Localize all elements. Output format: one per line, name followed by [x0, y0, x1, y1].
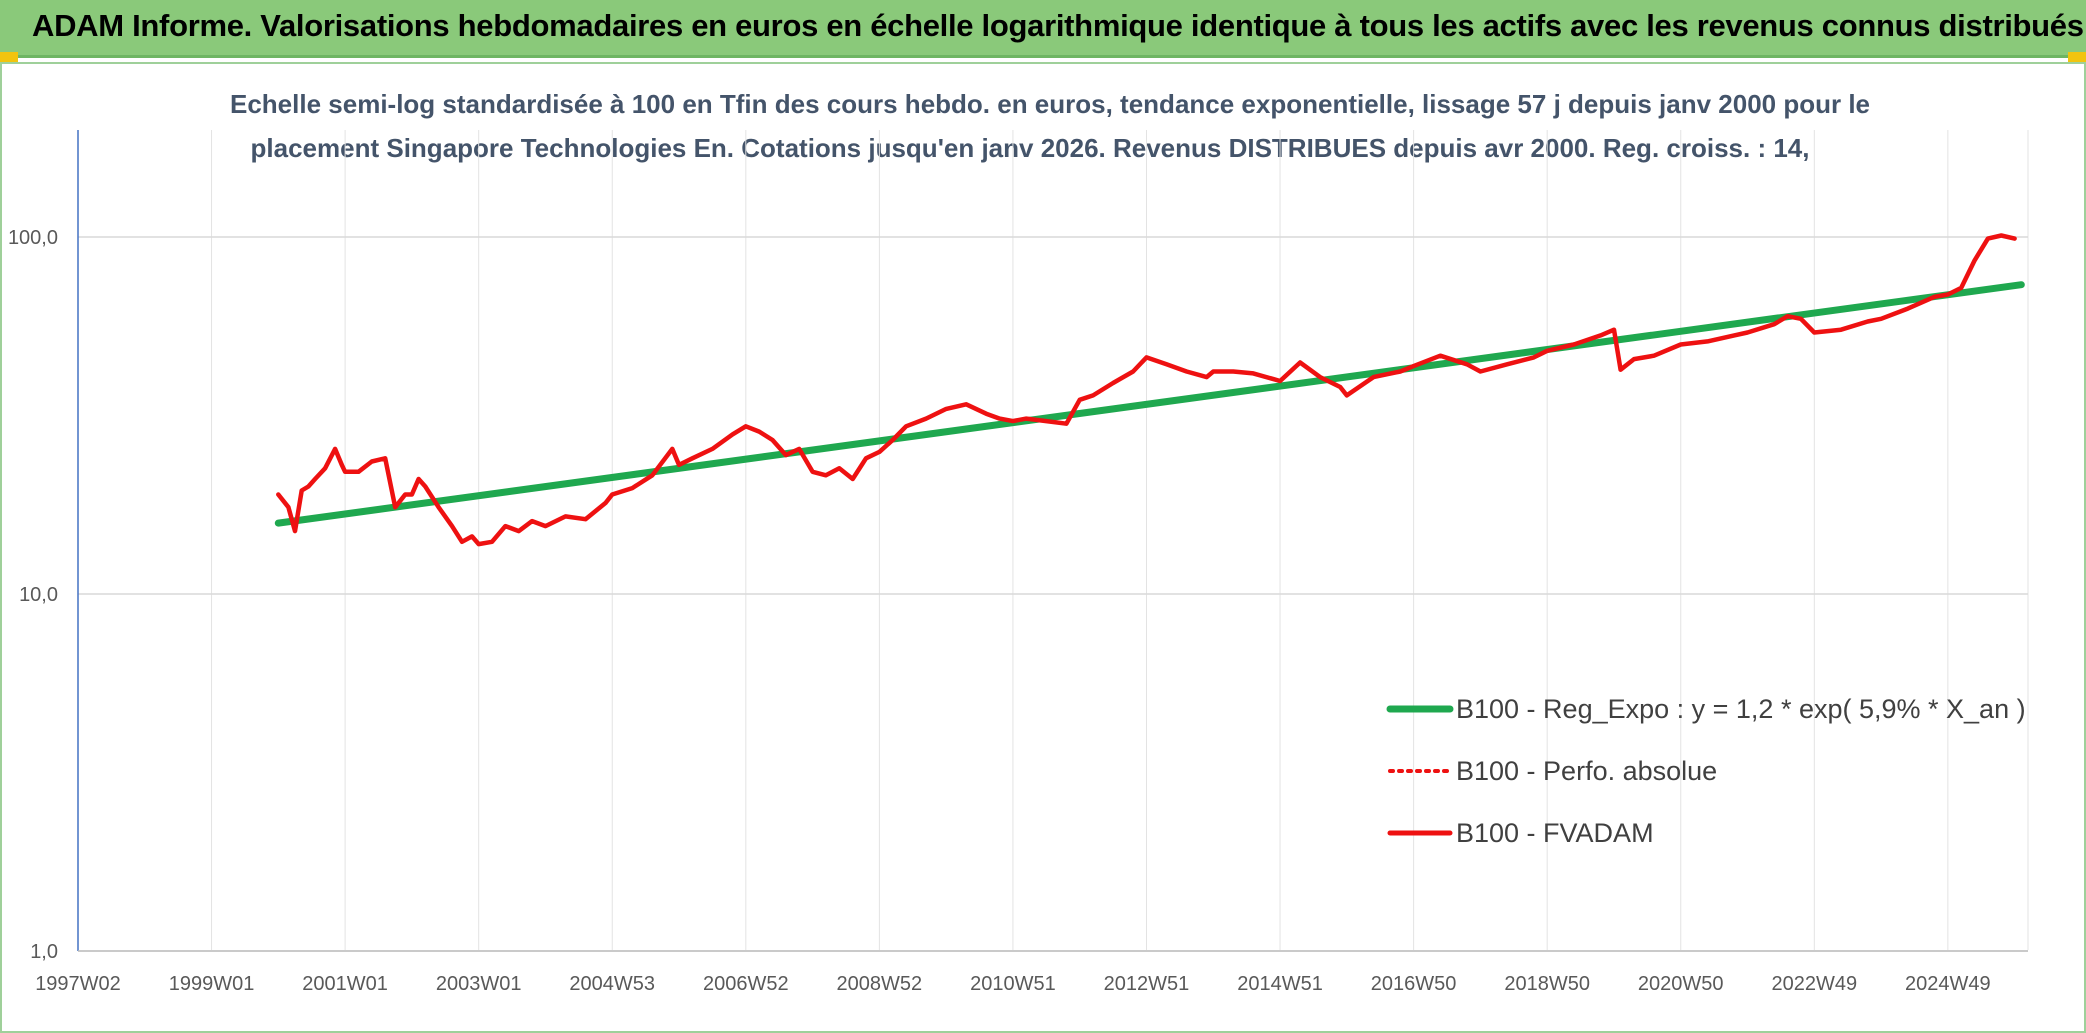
x-tick-label-4: 2004W53: [569, 973, 655, 995]
x-tick-label-3: 2003W01: [436, 973, 522, 995]
corner-marker-left: [0, 52, 18, 64]
x-tick-label-14: 2024W49: [1905, 973, 1991, 995]
y-tick-label-2: 100,0: [8, 227, 58, 249]
x-tick-label-1: 1999W01: [169, 973, 255, 995]
x-tick-label-10: 2016W50: [1371, 973, 1457, 995]
legend-label-1: B100 - Perfo. absolue: [1456, 756, 1717, 786]
y-tick-label-1: 10,0: [19, 584, 58, 606]
grid-layer: [77, 130, 2029, 952]
x-tick-label-11: 2018W50: [1504, 973, 1590, 995]
x-tick-label-9: 2014W51: [1237, 973, 1323, 995]
chart-frame: [0, 62, 2086, 1033]
legend-label-0: B100 - Reg_Expo : y = 1,2 * exp( 5,9% * …: [1456, 694, 2026, 724]
x-tick-label-2: 2001W01: [302, 973, 388, 995]
corner-marker-right: [2068, 52, 2086, 64]
x-tick-label-8: 2012W51: [1104, 973, 1190, 995]
series-line-0: [274, 281, 2025, 527]
series-layer: [274, 233, 2025, 547]
report-title: ADAM Informe. Valorisations hebdomadaire…: [32, 8, 2084, 43]
x-tick-label-6: 2008W52: [837, 973, 923, 995]
chart-title-line-2: placement Singapore Technologies En. Cot…: [250, 133, 1810, 163]
chart-title-line-1: Echelle semi-log standardisée à 100 en T…: [230, 89, 1871, 119]
x-tick-label-12: 2020W50: [1638, 973, 1724, 995]
x-tick-label-13: 2022W49: [1771, 973, 1857, 995]
x-tick-label-5: 2006W52: [703, 973, 789, 995]
legend-label-2: B100 - FVADAM: [1456, 818, 1654, 848]
axis-layer: 1,0 10,0 100,0 1997W02 1999W01 2001W01 2003W01…: [8, 130, 2028, 995]
legend: B100 - Reg_Expo : y = 1,2 * exp( 5,9% * …: [1386, 694, 2026, 848]
x-tick-label-0: 1997W02: [35, 973, 121, 995]
x-tick-label-7: 2010W51: [970, 973, 1056, 995]
series-line-2: [276, 233, 2017, 547]
header-bar: ADAM Informe. Valorisations hebdomadaire…: [0, 0, 2086, 58]
y-tick-label-0: 1,0: [30, 941, 58, 963]
